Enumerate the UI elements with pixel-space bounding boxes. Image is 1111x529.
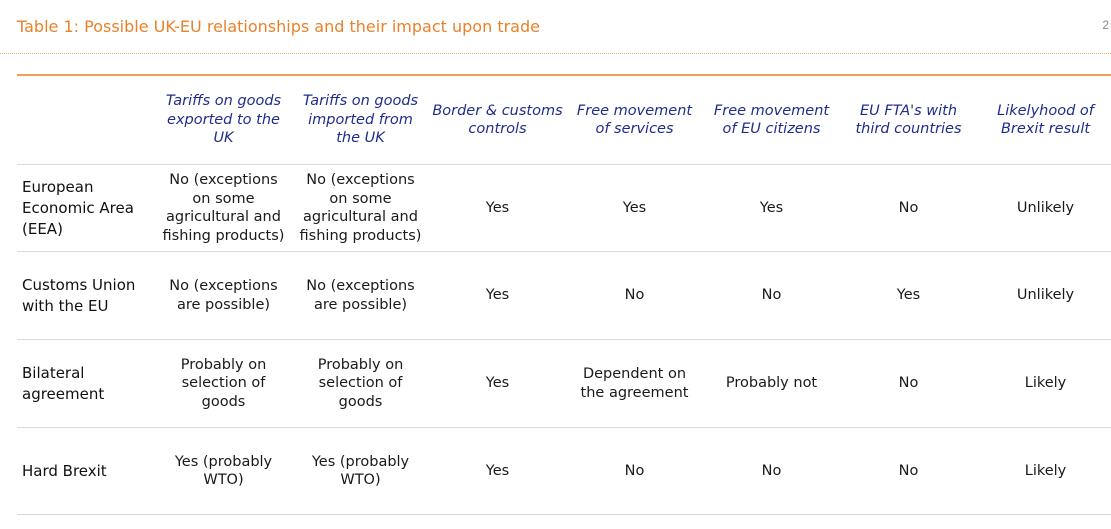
table-row: European Economic Area (EEA) No (excepti…	[17, 164, 1111, 252]
title-divider	[0, 53, 1111, 54]
table-cell: No	[703, 251, 840, 340]
header-tariffs-exported: Tariffs on goods exported to the UK	[155, 75, 292, 165]
table-cell: Likely	[977, 339, 1111, 428]
table-cell: No	[566, 427, 703, 515]
header-citizens: Free movement of EU citizens	[703, 75, 840, 165]
table-cell: Probably on selection of goods	[155, 339, 292, 428]
header-border-customs: Border & customs controls	[429, 75, 566, 165]
table-cell: Yes	[703, 164, 840, 252]
table-cell: Unlikely	[977, 251, 1111, 340]
table-cell: Yes	[429, 164, 566, 252]
table-row: Customs Union with the EU No (exceptions…	[17, 251, 1111, 340]
table-cell: Probably on selection of goods	[292, 339, 429, 428]
table-cell: Yes (probably WTO)	[155, 427, 292, 515]
table-cell: No (exceptions are possible)	[292, 251, 429, 340]
row-label: Hard Brexit	[17, 427, 155, 515]
row-label: Bilateral agreement	[17, 339, 155, 428]
table-cell: Probably not	[703, 339, 840, 428]
header-tariffs-imported: Tariffs on goods imported from the UK	[292, 75, 429, 165]
header-fta: EU FTA's with third countries	[840, 75, 977, 165]
table-cell: No	[840, 427, 977, 515]
header-services: Free movement of services	[566, 75, 703, 165]
table-cell: Likely	[977, 427, 1111, 515]
page-number: 2	[1102, 18, 1109, 32]
header-likelyhood: Likelyhood of Brexit result	[977, 75, 1111, 165]
row-label: European Economic Area (EEA)	[17, 164, 155, 252]
uk-eu-relationships-table: Tariffs on goods exported to the UK Tari…	[17, 74, 1111, 515]
table-cell: No	[840, 339, 977, 428]
table-row: Bilateral agreement Probably on selectio…	[17, 339, 1111, 428]
table-cell: No	[703, 427, 840, 515]
table-cell: No	[840, 164, 977, 252]
table-row: Hard Brexit Yes (probably WTO) Yes (prob…	[17, 427, 1111, 515]
table-header-row: Tariffs on goods exported to the UK Tari…	[17, 75, 1111, 165]
row-label: Customs Union with the EU	[17, 251, 155, 340]
table-cell: Yes	[429, 427, 566, 515]
table-cell: No	[566, 251, 703, 340]
table-cell: Yes	[566, 164, 703, 252]
table-cell: No (exceptions on some agricultural and …	[292, 164, 429, 252]
table-cell: Dependent on the agreement	[566, 339, 703, 428]
header-corner	[17, 75, 155, 165]
table-cell: Yes	[429, 339, 566, 428]
table-cell: Yes	[840, 251, 977, 340]
table-cell: No (exceptions are possible)	[155, 251, 292, 340]
table-cell: No (exceptions on some agricultural and …	[155, 164, 292, 252]
table-title: Table 1: Possible UK-EU relationships an…	[17, 17, 540, 36]
table-cell: Yes	[429, 251, 566, 340]
table-cell: Unlikely	[977, 164, 1111, 252]
table-cell: Yes (probably WTO)	[292, 427, 429, 515]
